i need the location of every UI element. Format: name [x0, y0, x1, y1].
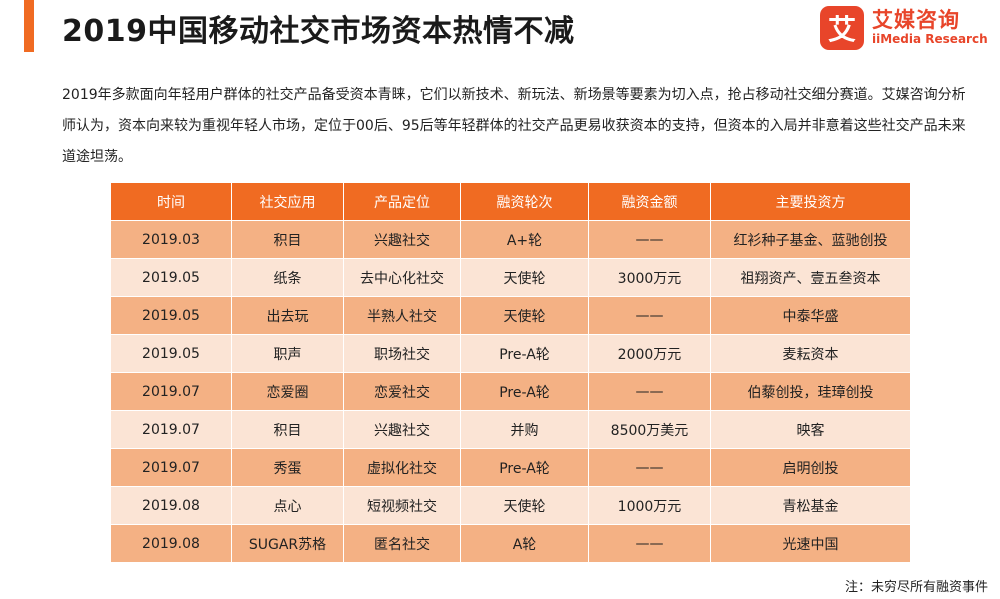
cell-positioning: 半熟人社交	[343, 296, 461, 335]
cell-investors: 红衫种子基金、蓝驰创投	[710, 220, 911, 259]
cell-round: 并购	[460, 410, 589, 449]
page-title: 2019中国移动社交市场资本热情不减	[62, 14, 575, 49]
cell-app: 出去玩	[231, 296, 344, 335]
cell-amount: 3000万元	[588, 258, 711, 297]
column-header-app: 社交应用	[231, 182, 344, 221]
cell-investors: 中泰华盛	[710, 296, 911, 335]
cell-app: 恋爱圈	[231, 372, 344, 411]
cell-investors: 青松基金	[710, 486, 911, 525]
cell-investors: 映客	[710, 410, 911, 449]
table-row: 2019.07 积目 兴趣社交 并购 8500万美元 映客	[110, 410, 911, 449]
table-row: 2019.08 点心 短视频社交 天使轮 1000万元 青松基金	[110, 486, 911, 525]
title-accent-bar	[24, 0, 34, 52]
cell-investors: 伯藜创投，珪璋创投	[710, 372, 911, 411]
cell-app: 秀蛋	[231, 448, 344, 487]
table-row: 2019.03 积目 兴趣社交 A+轮 —— 红衫种子基金、蓝驰创投	[110, 220, 911, 259]
cell-round: 天使轮	[460, 258, 589, 297]
cell-time: 2019.08	[110, 524, 232, 563]
cell-round: A+轮	[460, 220, 589, 259]
intro-paragraph: 2019年多款面向年轻用户群体的社交产品备受资本青睐，它们以新技术、新玩法、新场…	[62, 87, 966, 165]
table-row: 2019.05 纸条 去中心化社交 天使轮 3000万元 祖翔资产、壹五叁资本	[110, 258, 911, 297]
table-row: 2019.05 出去玩 半熟人社交 天使轮 —— 中泰华盛	[110, 296, 911, 335]
cell-round: A轮	[460, 524, 589, 563]
column-header-round: 融资轮次	[460, 182, 589, 221]
cell-time: 2019.07	[110, 448, 232, 487]
brand-logo: 艾 艾媒咨询 iiMedia Research	[820, 4, 990, 52]
cell-time: 2019.07	[110, 410, 232, 449]
cell-round: Pre-A轮	[460, 334, 589, 373]
brand-name-en: iiMedia Research	[872, 32, 988, 46]
cell-app: 积目	[231, 410, 344, 449]
cell-investors: 启明创投	[710, 448, 911, 487]
cell-app: SUGAR苏格	[231, 524, 344, 563]
cell-positioning: 恋爱社交	[343, 372, 461, 411]
table-row: 2019.05 职声 职场社交 Pre-A轮 2000万元 麦耘资本	[110, 334, 911, 373]
cell-investors: 麦耘资本	[710, 334, 911, 373]
column-header-investors: 主要投资方	[710, 182, 911, 221]
table-row: 2019.07 恋爱圈 恋爱社交 Pre-A轮 —— 伯藜创投，珪璋创投	[110, 372, 911, 411]
cell-amount: 1000万元	[588, 486, 711, 525]
table-header-row: 时间 社交应用 产品定位 融资轮次 融资金额 主要投资方	[110, 182, 911, 221]
cell-positioning: 去中心化社交	[343, 258, 461, 297]
footnote: 注：未穷尽所有融资事件	[844, 580, 988, 595]
cell-app: 纸条	[231, 258, 344, 297]
table-row: 2019.08 SUGAR苏格 匿名社交 A轮 —— 光速中国	[110, 524, 911, 563]
column-header-time: 时间	[110, 182, 232, 221]
brand-name-cn: 艾媒咨询	[872, 8, 960, 32]
cell-amount: ——	[588, 448, 711, 487]
column-header-positioning: 产品定位	[343, 182, 461, 221]
cell-round: 天使轮	[460, 486, 589, 525]
cell-positioning: 短视频社交	[343, 486, 461, 525]
column-header-amount: 融资金额	[588, 182, 711, 221]
cell-investors: 光速中国	[710, 524, 911, 563]
cell-amount: ——	[588, 524, 711, 563]
brand-logo-icon: 艾	[820, 6, 864, 50]
cell-round: 天使轮	[460, 296, 589, 335]
cell-time: 2019.07	[110, 372, 232, 411]
cell-app: 职声	[231, 334, 344, 373]
cell-positioning: 兴趣社交	[343, 410, 461, 449]
cell-app: 点心	[231, 486, 344, 525]
table-row: 2019.07 秀蛋 虚拟化社交 Pre-A轮 —— 启明创投	[110, 448, 911, 487]
cell-positioning: 兴趣社交	[343, 220, 461, 259]
cell-time: 2019.08	[110, 486, 232, 525]
financing-table: 时间 社交应用 产品定位 融资轮次 融资金额 主要投资方 2019.03 积目 …	[110, 182, 911, 563]
cell-positioning: 匿名社交	[343, 524, 461, 563]
cell-amount: ——	[588, 220, 711, 259]
cell-amount: ——	[588, 296, 711, 335]
cell-round: Pre-A轮	[460, 448, 589, 487]
cell-time: 2019.03	[110, 220, 232, 259]
cell-positioning: 虚拟化社交	[343, 448, 461, 487]
cell-round: Pre-A轮	[460, 372, 589, 411]
cell-amount: 2000万元	[588, 334, 711, 373]
cell-investors: 祖翔资产、壹五叁资本	[710, 258, 911, 297]
cell-amount: ——	[588, 372, 711, 411]
cell-amount: 8500万美元	[588, 410, 711, 449]
cell-time: 2019.05	[110, 296, 232, 335]
brand-logo-mark-char: 艾	[828, 13, 856, 46]
cell-app: 积目	[231, 220, 344, 259]
cell-positioning: 职场社交	[343, 334, 461, 373]
cell-time: 2019.05	[110, 334, 232, 373]
cell-time: 2019.05	[110, 258, 232, 297]
